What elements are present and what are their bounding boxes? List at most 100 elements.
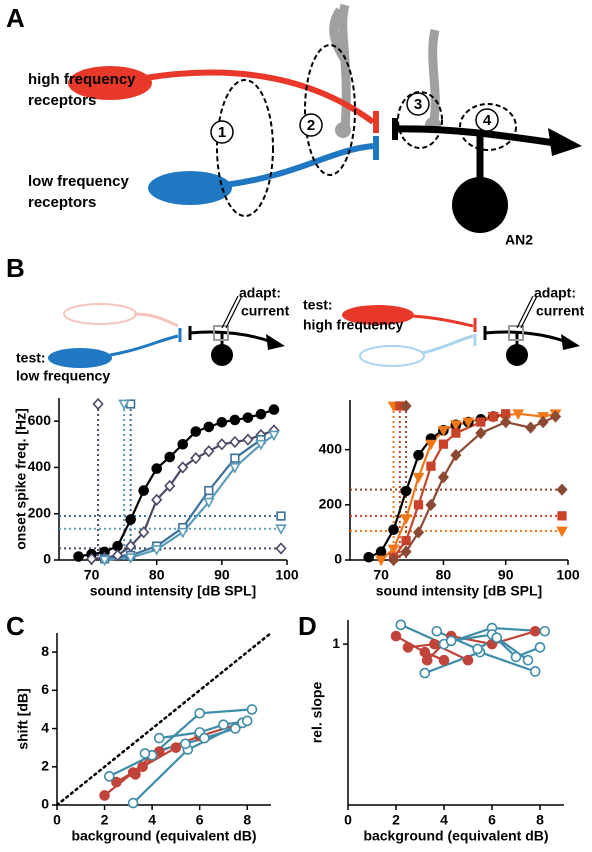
x-tick-label: 8 — [243, 812, 251, 828]
site-number: 2 — [307, 117, 315, 134]
data-point — [525, 421, 537, 434]
axon-faded — [133, 312, 179, 328]
data-point — [202, 497, 215, 509]
schematic-label: low frequency — [16, 368, 110, 384]
y-tick-label: 200 — [28, 504, 52, 520]
site-outline — [459, 103, 517, 151]
y-tick-label: 2 — [41, 757, 49, 773]
arrow-head — [548, 128, 582, 156]
data-point — [387, 544, 400, 556]
site-outline — [216, 79, 274, 217]
data-point — [176, 527, 189, 539]
data-point — [522, 654, 534, 666]
neuron-label: AN2 — [505, 232, 533, 248]
data-point — [255, 439, 267, 451]
data-point — [138, 526, 150, 539]
x-axis-label: sound intensity [dB SPL] — [90, 583, 256, 599]
data-point — [462, 654, 474, 666]
series-line — [451, 633, 541, 659]
data-point — [425, 498, 437, 511]
data-point — [450, 420, 462, 431]
data-point — [164, 479, 176, 493]
receptor-faded — [63, 303, 137, 325]
data-point — [438, 439, 449, 449]
receptor-label: receptors — [28, 92, 96, 109]
data-point — [177, 438, 189, 450]
site-outline — [304, 44, 356, 176]
series-line — [159, 719, 248, 740]
y-tick-label: 0 — [334, 551, 342, 567]
data-point — [462, 417, 475, 429]
schematic-right: adapt: current test: high frequency — [303, 285, 585, 367]
receptor-test — [342, 305, 414, 325]
data-point — [268, 404, 280, 415]
soma — [211, 344, 233, 366]
panel-label: A — [6, 3, 25, 33]
y-tick-label: 6 — [41, 681, 49, 697]
series-line — [108, 708, 253, 778]
data-point — [112, 549, 124, 562]
data-point — [402, 642, 414, 653]
y-tick-label: 0 — [41, 796, 49, 812]
schematic-label: test: — [16, 350, 46, 366]
data-point — [151, 493, 163, 506]
threshold-marker — [556, 483, 568, 496]
x-tick-label: 90 — [498, 567, 514, 583]
series-line — [400, 623, 545, 646]
site-badge — [299, 113, 323, 137]
data-point — [104, 771, 115, 782]
data-point — [203, 445, 215, 458]
axon-an2 — [394, 125, 556, 147]
data-point — [194, 707, 205, 719]
arrow-head — [266, 334, 285, 350]
x-tick-label: 2 — [392, 812, 400, 828]
x-tick-label: 8 — [536, 812, 544, 828]
axon-faded — [421, 334, 474, 355]
data-point — [472, 643, 483, 655]
x-tick-label: 80 — [149, 567, 165, 583]
threshold-marker — [400, 399, 412, 413]
data-point — [218, 719, 229, 731]
data-point — [375, 555, 388, 567]
data-point — [229, 435, 241, 449]
data-point — [431, 625, 443, 637]
data-point — [425, 439, 437, 451]
data-point — [438, 654, 450, 666]
threshold-marker — [557, 511, 567, 521]
diagram-a: 1 2 3 4 high frequency receptors low fre… — [28, 3, 582, 248]
data-point — [151, 463, 163, 474]
data-point — [203, 421, 215, 433]
schematic-label: adapt: — [239, 285, 281, 301]
data-point — [190, 426, 202, 437]
data-point — [230, 453, 240, 463]
x-tick-label: 90 — [214, 567, 230, 583]
data-point — [500, 415, 512, 429]
x-tick-label: 2 — [101, 812, 109, 828]
arrow-head — [561, 334, 580, 350]
data-point — [177, 461, 189, 474]
axon-an2 — [189, 330, 273, 344]
electrode-box — [213, 325, 229, 341]
y-tick-label: 200 — [319, 496, 343, 512]
data-point — [390, 630, 402, 642]
series-line — [144, 727, 236, 755]
x-axis-label: background (equivalent dB) — [363, 828, 548, 844]
site-number: 3 — [414, 96, 422, 113]
schematic-left: adapt: current test: low frequency — [16, 285, 290, 384]
receptor-label: low frequency — [28, 173, 130, 190]
data-point — [445, 635, 457, 647]
data-point — [426, 461, 436, 471]
data-point — [413, 449, 424, 461]
receptor-label: receptors — [28, 194, 96, 211]
data-point — [216, 438, 228, 451]
schematic-label: current — [536, 303, 585, 319]
x-tick-label: 70 — [84, 567, 100, 583]
x-tick-label: 0 — [53, 812, 61, 828]
data-point — [85, 552, 98, 565]
x-tick-label: 6 — [196, 812, 204, 828]
threshold-marker — [92, 397, 104, 411]
data-point — [230, 723, 241, 734]
axis-line — [347, 620, 564, 806]
data-point — [229, 414, 241, 426]
site-number: 4 — [483, 112, 492, 129]
